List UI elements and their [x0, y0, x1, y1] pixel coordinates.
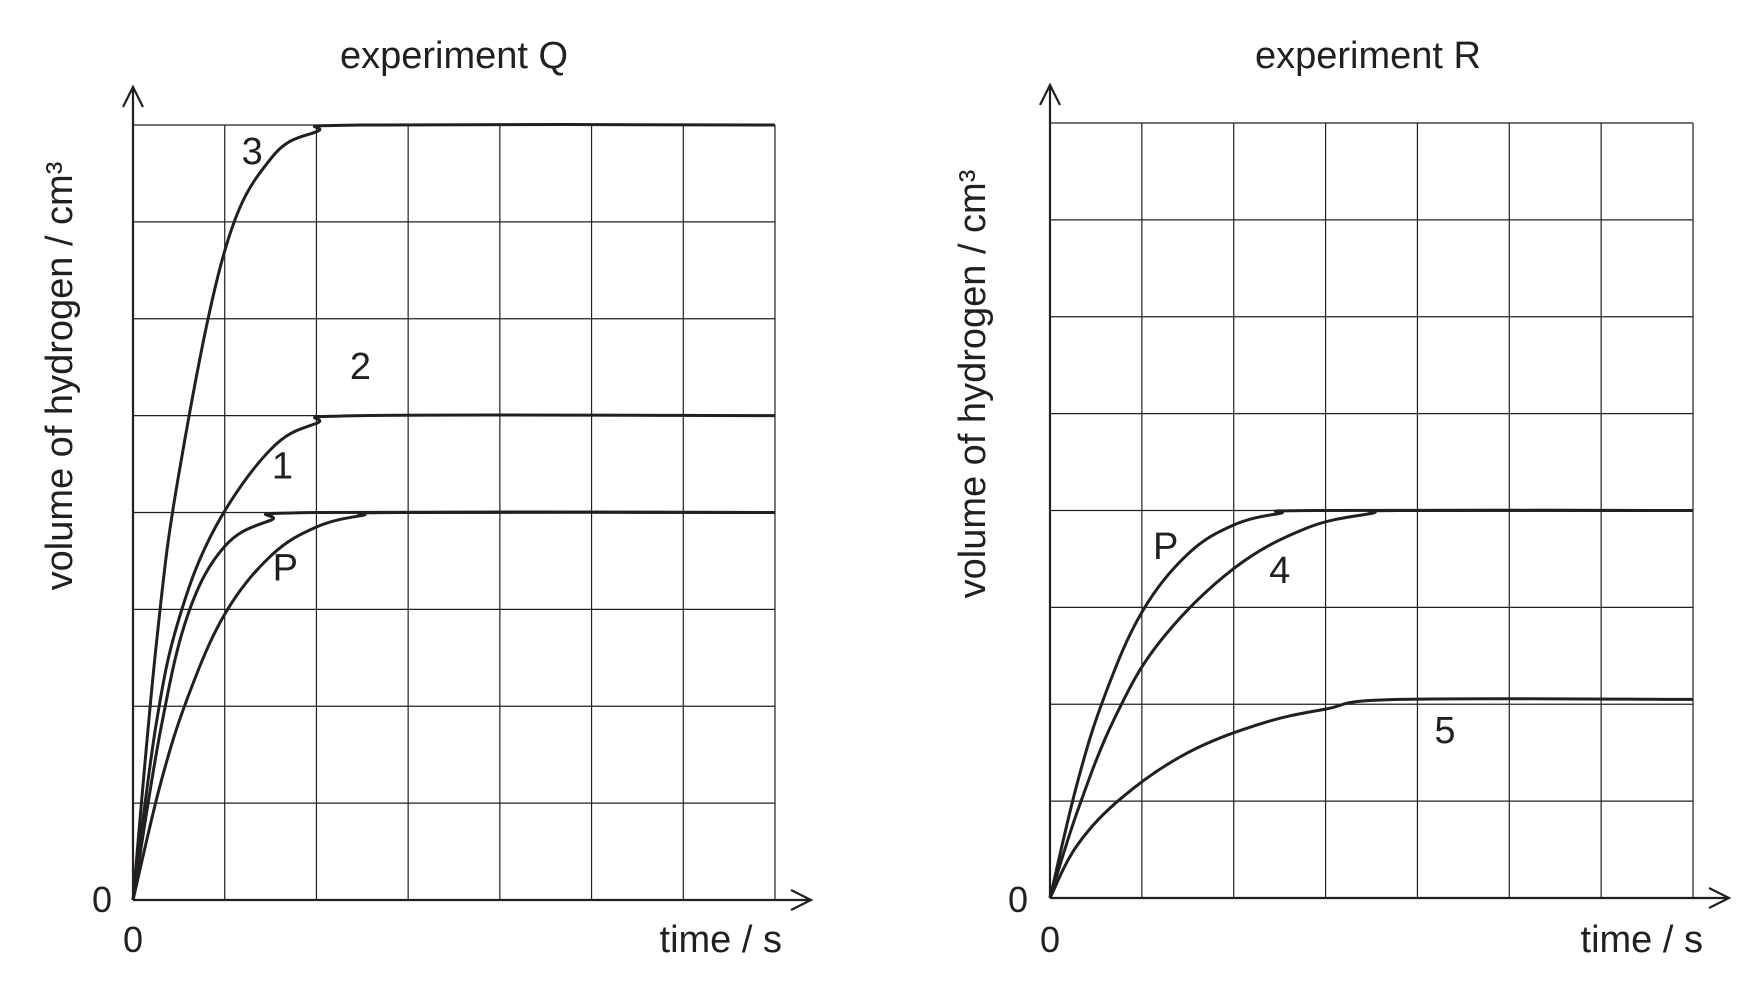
series-labels: P 4 5 — [1153, 526, 1455, 752]
series-label-P: P — [1153, 526, 1178, 568]
x-axis-label: time / s — [1581, 919, 1703, 961]
series-label-5: 5 — [1434, 710, 1455, 752]
chart-title: experiment R — [1255, 35, 1481, 77]
series-line-2 — [131, 413, 776, 901]
series-line-5 — [1048, 697, 1694, 899]
series-curves — [1048, 508, 1694, 899]
x-origin-label: 0 — [123, 919, 143, 960]
series-label-1: 1 — [272, 446, 293, 488]
y-origin-label: 0 — [1008, 879, 1028, 920]
series-label-3: 3 — [242, 131, 263, 173]
chart-panel-experiment-r: experiment R P 4 5 0 0 time / s volume of … — [952, 35, 1732, 961]
y-axis-arrow — [122, 84, 144, 108]
series-label-2: 2 — [350, 346, 371, 388]
series-curves — [131, 122, 776, 901]
axes — [1039, 82, 1732, 909]
series-label-P: P — [273, 547, 298, 589]
x-axis-label: time / s — [660, 919, 782, 961]
x-origin-label: 0 — [1040, 919, 1060, 960]
y-axis-label: volume of hydrogen / cm³ — [39, 162, 81, 591]
chart-panel-experiment-q: experiment Q 3 2 1 P 0 0 time / s volume of… — [39, 35, 814, 961]
x-axis-arrow — [790, 889, 814, 911]
y-axis-label: volume of hydrogen / cm³ — [952, 170, 994, 599]
series-label-4: 4 — [1269, 550, 1290, 592]
x-axis-arrow — [1708, 887, 1732, 909]
y-origin-label: 0 — [92, 879, 112, 920]
axes — [122, 84, 814, 911]
y-axis-arrow — [1039, 82, 1061, 106]
series-labels: 3 2 1 P — [242, 131, 371, 590]
series-line-P — [131, 510, 776, 901]
series-line-3 — [131, 122, 776, 901]
series-line-4 — [1048, 508, 1694, 899]
chart-title: experiment Q — [340, 35, 568, 77]
